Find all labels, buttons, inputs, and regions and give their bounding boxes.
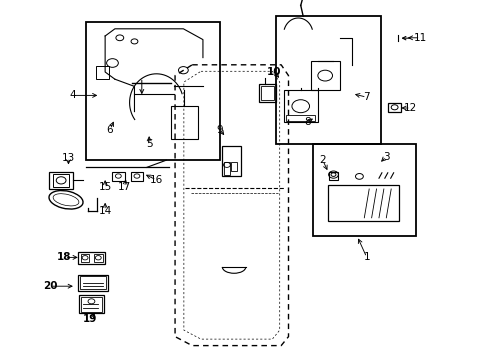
Bar [85, 22, 220, 160]
Text: 19: 19 [83, 314, 98, 324]
Bar [222, 146, 241, 176]
Text: 14: 14 [98, 206, 112, 216]
Bar [387, 103, 401, 112]
Text: 2: 2 [319, 155, 325, 165]
Bar [78, 275, 107, 291]
Bar [49, 172, 73, 189]
Bar [276, 16, 381, 144]
Bar [283, 90, 317, 122]
Text: 9: 9 [216, 125, 223, 135]
Bar [312, 144, 415, 236]
Bar [285, 115, 315, 121]
Bar [80, 276, 105, 289]
Bar [171, 106, 198, 139]
Text: 18: 18 [57, 252, 72, 262]
Text: 1: 1 [363, 252, 369, 262]
Text: 7: 7 [363, 92, 369, 102]
Bar [327, 185, 398, 221]
Bar [131, 172, 143, 181]
Bar [81, 297, 102, 312]
Text: 3: 3 [382, 152, 389, 162]
Text: 4: 4 [69, 90, 76, 100]
Text: 10: 10 [266, 67, 281, 77]
Bar [96, 66, 108, 79]
Bar [224, 162, 229, 175]
Bar [112, 172, 124, 181]
Text: 6: 6 [106, 125, 113, 135]
Bar [259, 84, 276, 102]
Bar [78, 252, 105, 264]
Bar [79, 295, 103, 313]
Text: 5: 5 [145, 139, 152, 149]
Text: 16: 16 [149, 175, 163, 185]
Bar [94, 254, 102, 262]
Bar [81, 254, 89, 262]
Bar [53, 174, 69, 187]
Text: 13: 13 [61, 153, 75, 163]
Bar [310, 61, 339, 90]
Text: 20: 20 [43, 281, 58, 291]
Bar [261, 86, 274, 100]
Bar [231, 162, 237, 171]
Text: 17: 17 [118, 182, 131, 192]
Text: 15: 15 [98, 182, 112, 192]
Text: 8: 8 [303, 117, 310, 127]
Bar [328, 172, 338, 180]
Text: 12: 12 [403, 103, 417, 113]
Text: 11: 11 [413, 33, 427, 43]
